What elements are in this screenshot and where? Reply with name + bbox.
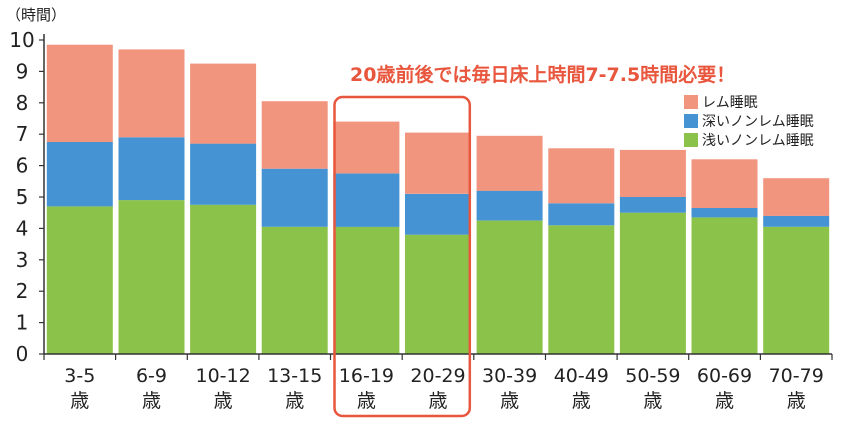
bar-3-5-series-2 (46, 44, 113, 143)
bar-3-5-series-1 (46, 142, 113, 207)
bar-50-59-series-1 (619, 197, 686, 213)
x-tick-label-70-79: 70-79 (769, 365, 824, 387)
x-tick-label-13-15: 13-15 (267, 365, 322, 387)
bar-60-69-series-0 (691, 217, 758, 354)
bar-10-12-series-2 (190, 63, 257, 144)
bar-6-9-series-0 (118, 200, 185, 354)
bar-16-19-series-1 (333, 173, 400, 227)
x-tick-suffix-40-49: 歳 (572, 390, 591, 412)
bar-10-12-series-1 (190, 143, 257, 205)
y-tick-label-5: 5 (16, 185, 29, 209)
x-tick-suffix-16-19: 歳 (357, 390, 376, 412)
legend-swatch-1 (684, 114, 698, 128)
x-tick-label-50-59: 50-59 (625, 365, 680, 387)
y-tick-label-7: 7 (16, 122, 29, 146)
y-tick-label-1: 1 (16, 311, 29, 335)
highlight-box (333, 95, 472, 418)
x-tick-suffix-50-59: 歳 (643, 390, 662, 412)
x-tick-suffix-30-39: 歳 (500, 390, 519, 412)
bar-20-29-series-0 (405, 234, 471, 354)
bar-70-79-series-1 (763, 215, 830, 227)
y-tick-label-6: 6 (16, 154, 29, 178)
bar-20-29-series-2 (405, 132, 471, 194)
x-tick-label-6-9: 6-9 (136, 365, 167, 387)
legend-swatch-2 (684, 133, 698, 147)
bar-70-79-series-2 (763, 178, 830, 216)
x-tick-suffix-20-29: 歳 (428, 390, 447, 412)
bar-13-15-series-2 (261, 101, 328, 169)
legend-swatch-0 (684, 95, 698, 109)
x-tick-suffix-60-69: 歳 (715, 390, 734, 412)
bar-70-79-series-0 (763, 226, 830, 354)
bar-30-39-series-0 (476, 220, 543, 354)
bar-3-5-series-0 (46, 206, 113, 354)
bar-13-15-series-0 (261, 226, 328, 354)
bar-40-49-series-0 (548, 225, 615, 354)
bar-30-39-series-1 (476, 190, 543, 221)
bar-13-15-series-1 (261, 168, 328, 227)
legend-label-0: レム睡眠 (702, 95, 758, 111)
axes-group: 3-5歳6-9歳10-12歳13-15歳16-19歳20-29歳30-39歳40… (9, 28, 833, 412)
x-tick-label-16-19: 16-19 (339, 365, 394, 387)
bar-40-49-series-2 (548, 148, 615, 204)
y-tick-label-0: 0 (16, 342, 29, 366)
x-tick-suffix-3-5: 歳 (70, 390, 89, 412)
x-tick-suffix-13-15: 歳 (285, 390, 304, 412)
x-tick-label-30-39: 30-39 (482, 365, 537, 387)
legend-label-2: 浅いノンレム睡眠 (702, 133, 814, 149)
bar-20-29-series-1 (405, 193, 471, 235)
x-tick-label-20-29: 20-29 (410, 365, 465, 387)
bar-16-19-series-2 (333, 121, 400, 174)
x-tick-suffix-10-12: 歳 (214, 390, 233, 412)
y-tick-label-3: 3 (16, 248, 29, 272)
x-tick-label-60-69: 60-69 (697, 365, 752, 387)
y-tick-label-9: 9 (16, 59, 29, 83)
bars-group (46, 44, 830, 354)
bar-60-69-series-1 (691, 208, 758, 218)
bar-40-49-series-1 (548, 203, 615, 226)
annotation-text: 20歳前後では毎日床上時間7-7.5時間必要！ (350, 63, 735, 86)
y-tick-label-2: 2 (16, 279, 29, 303)
x-tick-label-3-5: 3-5 (64, 365, 95, 387)
y-tick-label-10: 10 (9, 28, 34, 52)
bar-50-59-series-2 (619, 149, 686, 197)
x-tick-suffix-6-9: 歳 (142, 390, 161, 412)
legend-label-1: 深いノンレム睡眠 (702, 114, 814, 130)
x-tick-suffix-70-79: 歳 (787, 390, 806, 412)
y-tick-label-8: 8 (16, 91, 29, 115)
bar-60-69-series-2 (691, 159, 758, 208)
bar-30-39-series-2 (476, 135, 543, 191)
bar-50-59-series-0 (619, 212, 686, 354)
y-tick-label-4: 4 (16, 216, 29, 240)
bar-10-12-series-0 (190, 204, 257, 354)
bar-6-9-series-1 (118, 137, 185, 201)
bar-6-9-series-2 (118, 49, 185, 138)
x-tick-label-40-49: 40-49 (554, 365, 609, 387)
x-tick-label-10-12: 10-12 (195, 365, 250, 387)
bar-16-19-series-0 (333, 226, 400, 354)
y-axis-unit-label: （時間） (6, 6, 66, 24)
